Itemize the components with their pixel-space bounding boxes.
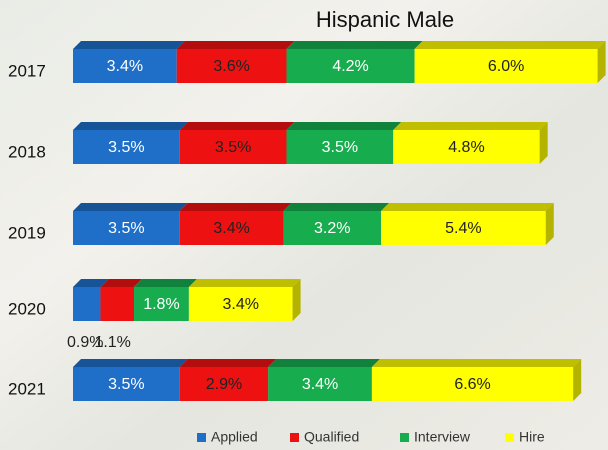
bar-top bbox=[180, 203, 292, 211]
chart-title: Hispanic Male bbox=[316, 7, 454, 32]
bar-top bbox=[268, 359, 380, 367]
value-label: 4.8% bbox=[448, 139, 484, 156]
legend-label: Qualified bbox=[304, 429, 359, 445]
chart: Hispanic Male 2017 3.4% 3.6% 4.2% 6.0% 2018 3.… bbox=[0, 0, 608, 450]
bar-top bbox=[73, 359, 188, 367]
bar-top bbox=[134, 279, 197, 287]
category-label: 2018 bbox=[8, 142, 46, 161]
category-label: 2021 bbox=[8, 379, 46, 398]
category-label: 2020 bbox=[8, 299, 46, 318]
value-label: 3.5% bbox=[108, 220, 144, 237]
value-label: 3.2% bbox=[314, 220, 350, 237]
bar-top bbox=[177, 41, 295, 49]
bar-top bbox=[283, 203, 389, 211]
bar-top bbox=[189, 279, 301, 287]
category-label: 2017 bbox=[8, 61, 46, 80]
bar-top bbox=[415, 41, 606, 49]
value-label: 1.8% bbox=[143, 296, 179, 313]
legend-swatch bbox=[505, 433, 514, 442]
value-label: 3.4% bbox=[223, 296, 259, 313]
bar-top bbox=[372, 359, 581, 367]
legend-swatch bbox=[400, 433, 409, 442]
value-label: 6.6% bbox=[454, 376, 490, 393]
value-label: 4.2% bbox=[332, 58, 368, 75]
bar-top bbox=[180, 359, 276, 367]
bar-top bbox=[287, 41, 423, 49]
value-label: 5.4% bbox=[445, 220, 481, 237]
bar-top bbox=[287, 122, 402, 130]
bar-top bbox=[180, 122, 295, 130]
value-label: 3.5% bbox=[215, 139, 251, 156]
value-label: 1.1% bbox=[94, 334, 130, 351]
value-label: 3.4% bbox=[213, 220, 249, 237]
value-label: 3.4% bbox=[107, 58, 143, 75]
value-label: 3.4% bbox=[302, 376, 338, 393]
category-label: 2019 bbox=[8, 223, 46, 242]
legend-swatch bbox=[197, 433, 206, 442]
value-label: 6.0% bbox=[488, 58, 524, 75]
legend-label: Interview bbox=[414, 429, 471, 445]
legend-swatch bbox=[290, 433, 299, 442]
legend-label: Hire bbox=[519, 429, 545, 445]
value-label: 3.5% bbox=[322, 139, 358, 156]
bar-segment bbox=[100, 287, 134, 321]
bar-segment bbox=[73, 287, 100, 321]
bar-top bbox=[381, 203, 554, 211]
bar-top bbox=[73, 203, 188, 211]
legend-label: Applied bbox=[211, 429, 258, 445]
value-label: 3.5% bbox=[108, 139, 144, 156]
bar-top bbox=[73, 122, 188, 130]
page: {"chart_data": {"type": "stacked-bar-3d"… bbox=[0, 0, 608, 450]
bar-top bbox=[393, 122, 547, 130]
value-label: 2.9% bbox=[206, 376, 242, 393]
value-label: 3.5% bbox=[108, 376, 144, 393]
bar-top bbox=[73, 41, 185, 49]
value-label: 3.6% bbox=[213, 58, 249, 75]
